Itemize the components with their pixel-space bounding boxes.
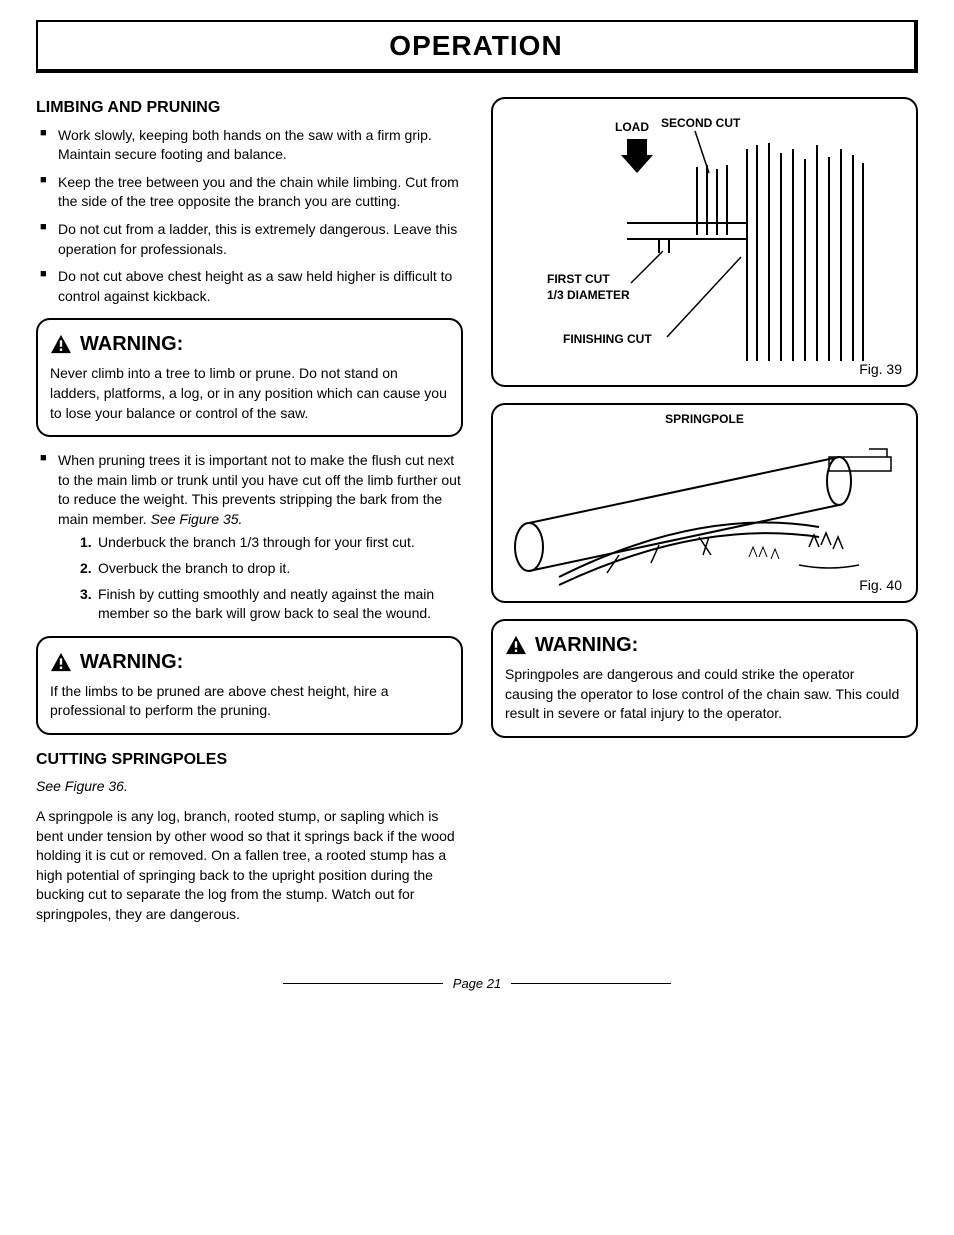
list-item: 2. Overbuck the branch to drop it. bbox=[80, 559, 463, 579]
warning-header: WARNING: bbox=[505, 631, 904, 659]
two-column-layout: LIMBING AND PRUNING Work slowly, keeping… bbox=[36, 97, 918, 934]
footer-line-right bbox=[511, 983, 671, 984]
list-item: Do not cut above chest height as a saw h… bbox=[36, 267, 463, 306]
right-column: LOAD SECOND CUT FIRST CUT 1/3 DIAMETER F… bbox=[491, 97, 918, 934]
step-number: 1. bbox=[80, 533, 92, 553]
warning-title: WARNING: bbox=[535, 631, 638, 659]
page-number: Page 21 bbox=[453, 975, 501, 993]
pruning-bullet: When pruning trees it is important not t… bbox=[36, 451, 463, 624]
see-figure-35: See Figure 35. bbox=[151, 511, 243, 527]
figure-39: LOAD SECOND CUT FIRST CUT 1/3 DIAMETER F… bbox=[491, 97, 918, 387]
step-text: Overbuck the branch to drop it. bbox=[98, 560, 290, 576]
warning-triangle-icon bbox=[505, 635, 527, 655]
warning-title: WARNING: bbox=[80, 648, 183, 676]
warning-triangle-icon bbox=[50, 652, 72, 672]
list-item: When pruning trees it is important not t… bbox=[36, 451, 463, 624]
springpole-diagram-icon bbox=[499, 427, 899, 597]
see-figure-36: See Figure 36. bbox=[36, 777, 463, 797]
warning-box-3: WARNING: Springpoles are dangerous and c… bbox=[491, 619, 918, 738]
title-container: OPERATION bbox=[36, 20, 918, 73]
figure-40: SPRINGPOLE bbox=[491, 403, 918, 603]
list-item: 1. Underbuck the branch 1/3 through for y… bbox=[80, 533, 463, 553]
figure-caption: Fig. 40 bbox=[859, 576, 902, 596]
step-number: 2. bbox=[80, 559, 92, 579]
warning-text: If the limbs to be pruned are above ches… bbox=[50, 682, 449, 721]
footer-line-left bbox=[283, 983, 443, 984]
warning-header: WARNING: bbox=[50, 648, 449, 676]
list-item: Keep the tree between you and the chain … bbox=[36, 173, 463, 212]
page-footer: Page 21 bbox=[36, 975, 918, 993]
warning-box-1: WARNING: Never climb into a tree to limb… bbox=[36, 318, 463, 437]
springpoles-heading: CUTTING SPRINGPOLES bbox=[36, 749, 463, 771]
warning-text: Never climb into a tree to limb or prune… bbox=[50, 364, 449, 423]
pruning-lead-text: When pruning trees it is important not t… bbox=[58, 452, 461, 527]
page-title: OPERATION bbox=[38, 26, 914, 65]
list-item: Do not cut from a ladder, this is extrem… bbox=[36, 220, 463, 259]
list-item: 3. Finish by cutting smoothly and neatly … bbox=[80, 585, 463, 624]
step-text: Finish by cutting smoothly and neatly ag… bbox=[98, 586, 434, 622]
step-number: 3. bbox=[80, 585, 92, 605]
limbing-bullets: Work slowly, keeping both hands on the s… bbox=[36, 126, 463, 307]
springpole-label: SPRINGPOLE bbox=[493, 411, 916, 428]
warning-triangle-icon bbox=[50, 334, 72, 354]
figure-caption: Fig. 39 bbox=[859, 360, 902, 380]
warning-box-2: WARNING: If the limbs to be pruned are a… bbox=[36, 636, 463, 735]
tree-diagram-icon bbox=[499, 105, 899, 365]
left-column: LIMBING AND PRUNING Work slowly, keeping… bbox=[36, 97, 463, 934]
pruning-steps: 1. Underbuck the branch 1/3 through for y… bbox=[58, 533, 463, 623]
limbing-heading: LIMBING AND PRUNING bbox=[36, 97, 463, 119]
warning-header: WARNING: bbox=[50, 330, 449, 358]
warning-text: Springpoles are dangerous and could stri… bbox=[505, 665, 904, 724]
list-item: Work slowly, keeping both hands on the s… bbox=[36, 126, 463, 165]
warning-title: WARNING: bbox=[80, 330, 183, 358]
step-text: Underbuck the branch 1/3 through for you… bbox=[98, 534, 415, 550]
springpoles-text: A springpole is any log, branch, rooted … bbox=[36, 807, 463, 925]
